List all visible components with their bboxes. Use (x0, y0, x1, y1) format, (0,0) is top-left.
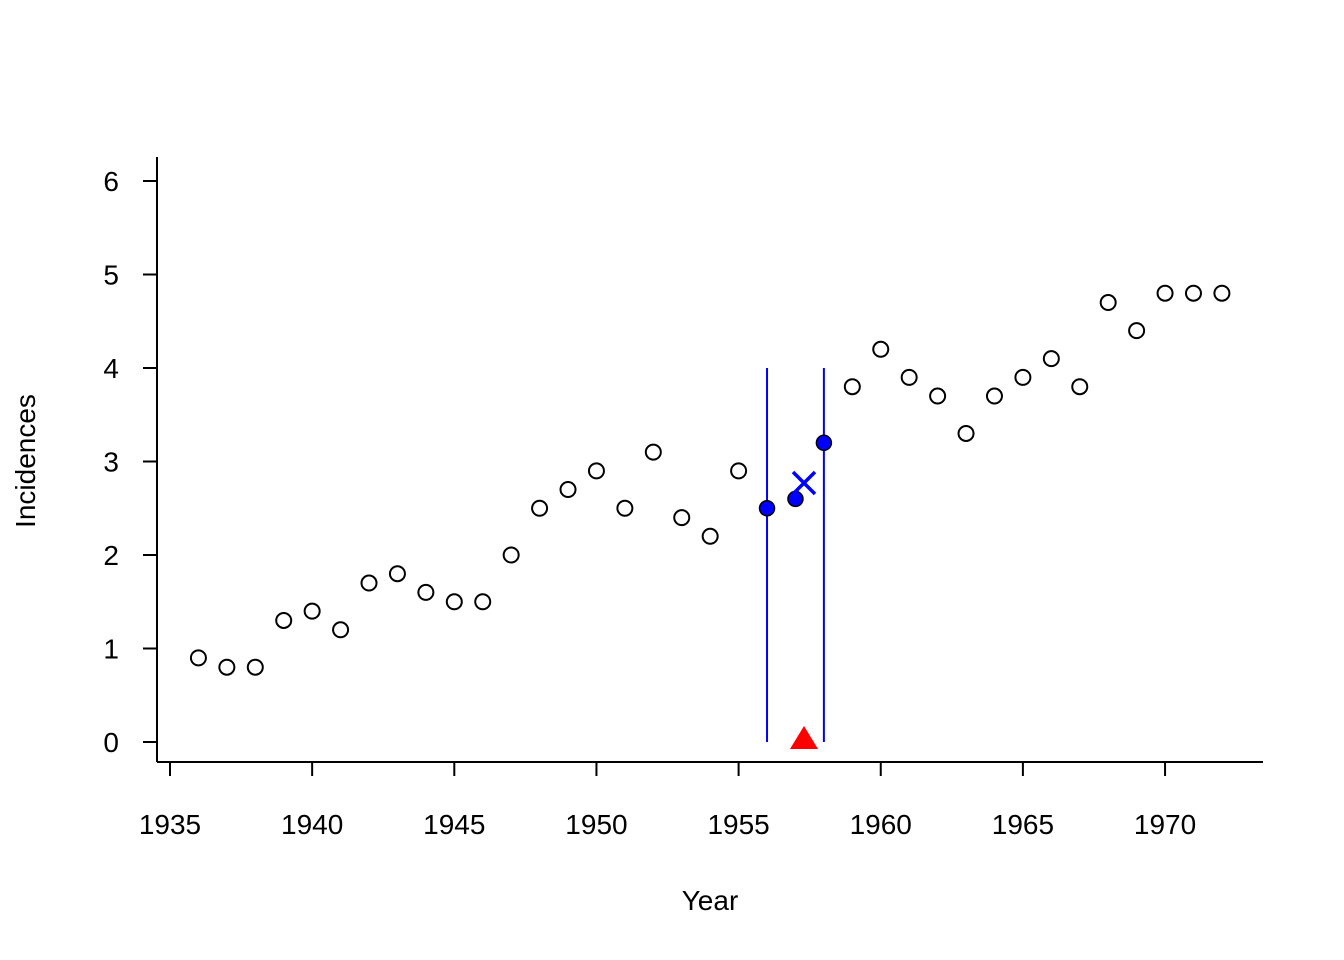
data-point (189, 649, 207, 667)
y-axis-title: Incidences (10, 394, 41, 528)
data-point (332, 621, 350, 639)
data-point (246, 658, 264, 676)
data-point (417, 583, 435, 601)
data-point (1071, 378, 1089, 396)
y-axis: 0 1 2 3 4 5 6 (103, 157, 158, 762)
data-point (644, 443, 662, 461)
annotation-markers (789, 470, 818, 749)
x-axis: 1935 1940 1945 1950 1955 1960 1965 1970 (139, 761, 1263, 840)
window-lines (766, 368, 825, 742)
data-point (872, 340, 890, 358)
y-tick-label: 0 (103, 727, 119, 758)
data-point (1099, 294, 1117, 312)
data-point (587, 462, 605, 480)
y-tick-label: 3 (103, 447, 119, 478)
y-tick-label: 6 (103, 166, 119, 197)
data-point (929, 387, 947, 405)
highlighted-data-point (815, 434, 833, 452)
x-axis-title: Year (682, 885, 739, 916)
red-triangle-marker (789, 726, 818, 749)
x-ticks: 1935 1940 1945 1950 1955 1960 1965 1970 (139, 762, 1196, 840)
data-point (843, 378, 861, 396)
data-point (275, 611, 293, 629)
data-point (1213, 284, 1231, 302)
x-tick-label: 1960 (850, 809, 912, 840)
data-point (1184, 284, 1202, 302)
y-tick-label: 2 (103, 540, 119, 571)
highlighted-data-point (758, 500, 776, 517)
data-point (559, 481, 577, 499)
x-tick-label: 1965 (992, 809, 1054, 840)
data-point (1156, 284, 1174, 302)
data-point (1014, 368, 1032, 386)
data-point (445, 593, 463, 611)
x-tick-label: 1945 (423, 809, 485, 840)
data-point (218, 658, 236, 676)
data-point (616, 499, 634, 517)
data-point (673, 509, 691, 527)
x-tick-label: 1970 (1134, 809, 1196, 840)
data-point (701, 527, 719, 545)
x-tick-label: 1940 (281, 809, 343, 840)
data-point (900, 368, 918, 386)
data-point (474, 593, 492, 611)
data-point (531, 499, 549, 517)
data-point (730, 462, 748, 480)
data-point (985, 387, 1003, 405)
y-tick-label: 4 (103, 353, 119, 384)
data-points (189, 284, 1231, 676)
data-point (1128, 322, 1146, 340)
y-tick-label: 5 (103, 260, 119, 291)
data-point (957, 424, 975, 442)
y-ticks: 0 1 2 3 4 5 6 (103, 166, 157, 758)
data-point (1042, 350, 1060, 368)
data-point (360, 574, 378, 592)
center-x-marker-stroke (791, 470, 817, 496)
data-point (502, 546, 520, 564)
data-point (303, 602, 321, 620)
x-tick-label: 1955 (707, 809, 769, 840)
x-tick-label: 1935 (139, 809, 201, 840)
x-tick-label: 1950 (565, 809, 627, 840)
y-tick-label: 1 (103, 634, 119, 665)
data-point (388, 565, 406, 583)
